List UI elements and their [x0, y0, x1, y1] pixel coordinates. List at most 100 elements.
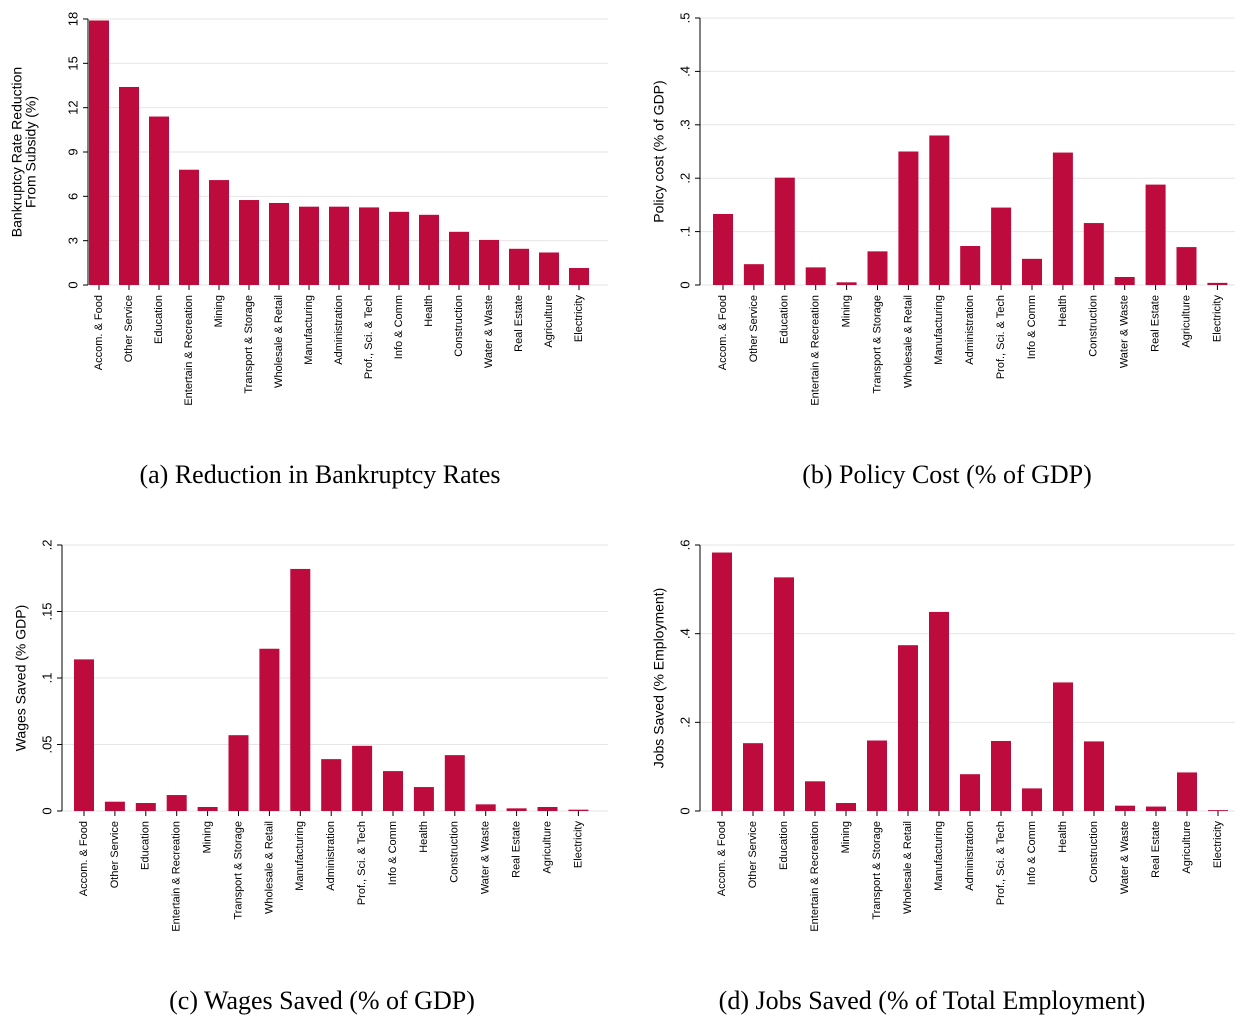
bar	[299, 206, 319, 285]
y-tick-label: 0	[677, 281, 692, 288]
x-tick-label: Info & Comm	[393, 295, 405, 359]
y-tick-label: .2	[39, 540, 54, 551]
y-tick-label: .5	[677, 13, 692, 24]
bar	[104, 801, 125, 811]
bar	[352, 745, 373, 811]
bar	[389, 211, 409, 285]
bar	[1052, 152, 1073, 285]
x-tick-label: Agriculture	[541, 821, 553, 874]
bar	[1083, 223, 1104, 285]
y-tick-label: .2	[677, 173, 692, 184]
bar	[568, 809, 589, 811]
bar	[805, 781, 825, 811]
x-tick-label: Info & Comm	[1026, 821, 1038, 885]
x-tick-label: Manufacturing	[933, 295, 945, 365]
x-tick-label: Info & Comm	[387, 821, 399, 885]
caption: (d) Jobs Saved (% of Total Employment)	[719, 986, 1146, 1015]
bar	[179, 169, 199, 285]
x-tick-label: Accom. & Food	[93, 295, 105, 370]
x-tick-label: Mining	[840, 821, 852, 853]
bar	[537, 807, 558, 811]
x-tick-label: Water & Waste	[1119, 295, 1131, 368]
bar	[805, 267, 826, 285]
bar	[1177, 772, 1197, 811]
y-tick-label: .3	[677, 119, 692, 130]
bar	[74, 659, 94, 811]
y-tick-label: 0	[677, 807, 692, 814]
y-axis-label: Jobs Saved (% Employment)	[651, 588, 667, 769]
bar	[836, 282, 857, 285]
x-tick-label: Prof., Sci. & Tech	[995, 821, 1007, 905]
bar	[329, 206, 349, 285]
x-tick-label: Construction	[453, 295, 465, 357]
x-tick-label: Mining	[213, 295, 225, 327]
bar	[509, 248, 529, 285]
x-tick-label: Other Service	[747, 821, 759, 888]
x-tick-label: Education	[778, 821, 790, 870]
x-tick-label: Other Service	[109, 821, 121, 888]
x-tick-label: Manufacturing	[294, 821, 306, 891]
bar	[135, 803, 156, 811]
x-tick-label: Accom. & Food	[78, 821, 90, 896]
bar	[1053, 682, 1073, 811]
x-tick-label: Entertain & Recreation	[183, 295, 195, 406]
bar	[1084, 741, 1104, 811]
bar	[209, 180, 229, 285]
x-tick-label: Transport & Storage	[232, 821, 244, 920]
x-tick-label: Electricity	[1211, 295, 1223, 343]
x-tick-label: Agriculture	[1180, 295, 1192, 348]
y-axis-label: Policy cost (% of GDP)	[651, 80, 667, 222]
bar	[228, 735, 249, 811]
bar	[960, 774, 980, 811]
y-tick-label: .15	[39, 602, 54, 620]
bar	[898, 645, 918, 811]
bar	[269, 202, 289, 285]
x-tick-label: Transport & Storage	[871, 821, 883, 920]
bar	[197, 807, 218, 811]
bar	[991, 740, 1011, 811]
x-tick-label: Entertain & Recreation	[810, 295, 822, 406]
x-tick-label: Real Estate	[513, 295, 525, 352]
bar	[1207, 282, 1228, 285]
x-tick-label: Mining	[841, 295, 853, 327]
bar	[929, 611, 949, 811]
bar	[1176, 247, 1197, 285]
y-tick-label: 0	[39, 807, 54, 814]
x-tick-label: Water & Waste	[1119, 821, 1131, 894]
y-tick-label: .6	[677, 540, 692, 551]
bar	[898, 151, 919, 285]
bar	[960, 246, 981, 285]
y-tick-label: 15	[65, 56, 80, 70]
bar	[1115, 805, 1135, 811]
bar	[149, 116, 169, 286]
x-tick-label: Health	[423, 295, 435, 327]
x-tick-label: Mining	[202, 821, 214, 853]
x-tick-label: Wholesale & Retail	[263, 821, 275, 914]
x-tick-label: Administration	[964, 821, 976, 891]
bar	[419, 214, 439, 285]
x-tick-label: Prof., Sci. & Tech	[995, 295, 1007, 379]
y-tick-label: 6	[65, 193, 80, 200]
x-tick-label: Administration	[964, 295, 976, 365]
y-tick-label: 12	[65, 100, 80, 114]
x-tick-label: Construction	[449, 821, 461, 883]
y-tick-label: 0	[65, 281, 80, 288]
bar	[539, 252, 559, 285]
bar	[774, 177, 795, 285]
x-tick-label: Water & Waste	[483, 295, 495, 368]
x-tick-label: Entertain & Recreation	[171, 821, 183, 932]
bar	[239, 200, 259, 285]
x-tick-label: Info & Comm	[1026, 295, 1038, 359]
x-tick-label: Electricity	[572, 821, 584, 869]
x-tick-label: Construction	[1088, 295, 1100, 357]
bar	[774, 577, 794, 811]
x-tick-label: Transport & Storage	[871, 295, 883, 394]
x-tick-label: Prof., Sci. & Tech	[363, 295, 375, 379]
x-tick-label: Other Service	[123, 295, 135, 362]
bar	[444, 755, 465, 811]
x-tick-label: Entertain & Recreation	[809, 821, 821, 932]
bar	[321, 759, 342, 811]
bar	[1208, 810, 1228, 811]
x-tick-label: Real Estate	[1150, 295, 1162, 352]
